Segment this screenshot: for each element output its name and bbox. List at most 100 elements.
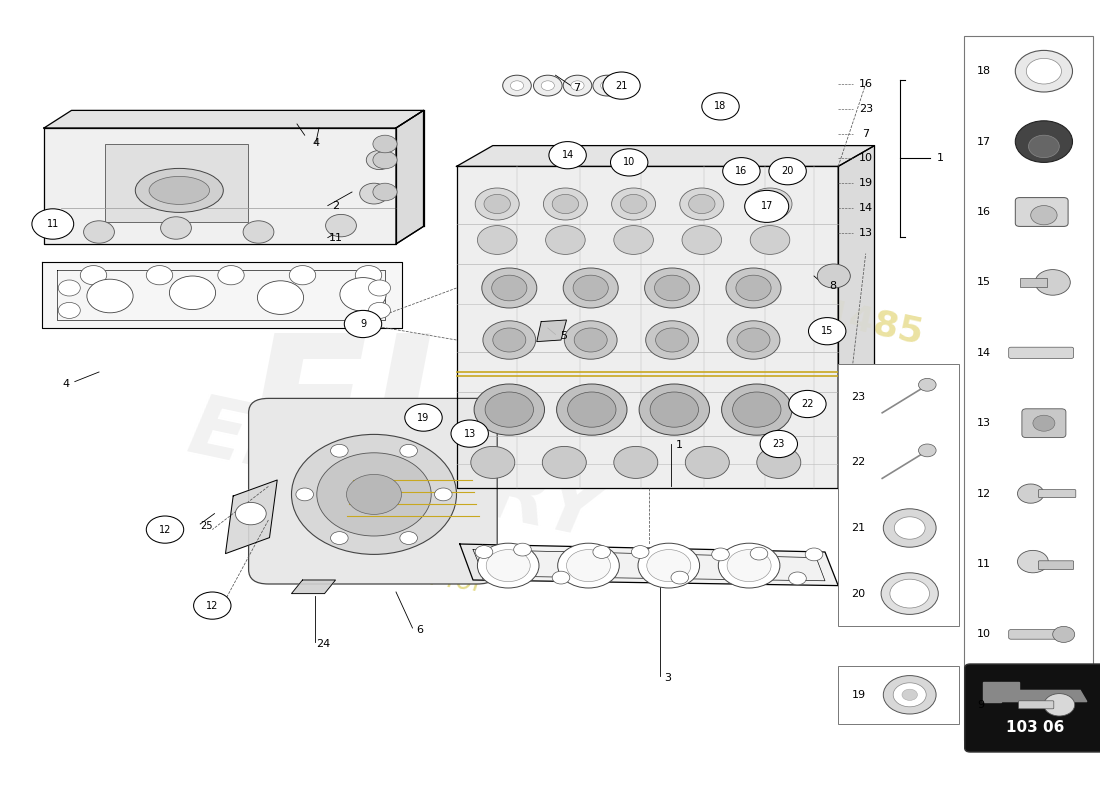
Text: 24: 24 — [317, 639, 330, 649]
Polygon shape — [1001, 682, 1019, 690]
Circle shape — [654, 275, 690, 301]
FancyBboxPatch shape — [1022, 409, 1066, 438]
Circle shape — [368, 280, 390, 296]
Circle shape — [32, 209, 74, 239]
Circle shape — [493, 328, 526, 352]
Text: 12: 12 — [977, 489, 991, 498]
Circle shape — [218, 266, 244, 285]
Circle shape — [510, 81, 524, 90]
Text: 23: 23 — [772, 439, 785, 449]
Circle shape — [757, 446, 801, 478]
Polygon shape — [983, 682, 1001, 702]
Circle shape — [400, 532, 418, 545]
Circle shape — [486, 550, 530, 582]
Circle shape — [702, 93, 739, 120]
Circle shape — [685, 446, 729, 478]
Circle shape — [748, 188, 792, 220]
FancyBboxPatch shape — [838, 364, 959, 626]
Circle shape — [161, 217, 191, 239]
Text: 11: 11 — [46, 219, 59, 229]
Circle shape — [368, 302, 390, 318]
Text: 16: 16 — [735, 166, 748, 176]
Text: 6: 6 — [417, 625, 424, 634]
Circle shape — [485, 392, 534, 427]
Circle shape — [671, 571, 689, 584]
Circle shape — [1015, 121, 1072, 162]
Circle shape — [1035, 270, 1070, 295]
Polygon shape — [983, 690, 1087, 702]
Circle shape — [918, 444, 936, 457]
Circle shape — [557, 384, 627, 435]
Text: 18: 18 — [714, 102, 727, 111]
Text: 21: 21 — [615, 81, 628, 90]
Text: 9: 9 — [977, 700, 983, 710]
Circle shape — [890, 579, 930, 608]
Polygon shape — [396, 110, 424, 244]
Circle shape — [373, 135, 397, 153]
Circle shape — [355, 266, 382, 285]
Text: ELUXURY: ELUXURY — [182, 389, 610, 555]
Circle shape — [631, 546, 649, 558]
Polygon shape — [838, 146, 875, 516]
Text: 16: 16 — [859, 79, 872, 89]
Circle shape — [639, 384, 710, 435]
Circle shape — [471, 446, 515, 478]
Text: 18: 18 — [977, 66, 991, 76]
Text: 1: 1 — [937, 154, 944, 163]
Circle shape — [883, 675, 936, 714]
Circle shape — [330, 532, 348, 545]
FancyBboxPatch shape — [1015, 198, 1068, 226]
Circle shape — [918, 378, 936, 391]
Circle shape — [1018, 550, 1048, 573]
Circle shape — [647, 550, 691, 582]
Circle shape — [614, 446, 658, 478]
Circle shape — [451, 420, 488, 447]
Circle shape — [650, 392, 699, 427]
Polygon shape — [44, 128, 396, 244]
Text: 12: 12 — [206, 601, 219, 610]
Circle shape — [484, 194, 510, 214]
Circle shape — [492, 275, 527, 301]
Text: 13: 13 — [463, 429, 476, 438]
Circle shape — [84, 221, 114, 243]
Text: 17: 17 — [760, 202, 773, 211]
Text: 103 06: 103 06 — [1005, 721, 1065, 735]
Text: 23: 23 — [859, 104, 872, 114]
Text: 13: 13 — [859, 228, 872, 238]
Text: 14: 14 — [859, 203, 872, 213]
Circle shape — [808, 318, 846, 345]
Circle shape — [340, 278, 386, 311]
Text: 1: 1 — [676, 440, 683, 450]
Circle shape — [257, 281, 304, 314]
Circle shape — [573, 275, 608, 301]
FancyBboxPatch shape — [965, 664, 1100, 752]
Circle shape — [789, 390, 826, 418]
Circle shape — [733, 392, 781, 427]
Circle shape — [727, 550, 771, 582]
Circle shape — [593, 75, 622, 96]
Circle shape — [893, 682, 926, 707]
Circle shape — [58, 302, 80, 318]
Circle shape — [146, 516, 184, 543]
FancyBboxPatch shape — [964, 36, 1093, 740]
Circle shape — [503, 75, 531, 96]
Text: 22: 22 — [851, 458, 866, 467]
Circle shape — [718, 543, 780, 588]
FancyBboxPatch shape — [104, 144, 248, 222]
Polygon shape — [537, 320, 566, 342]
Text: 25: 25 — [200, 522, 213, 531]
Circle shape — [434, 488, 452, 501]
Circle shape — [360, 183, 388, 204]
Text: 17: 17 — [977, 137, 991, 146]
Text: 2: 2 — [332, 201, 339, 210]
Text: 5: 5 — [560, 331, 566, 341]
Text: 10: 10 — [977, 630, 991, 639]
Circle shape — [745, 190, 789, 222]
Circle shape — [552, 571, 570, 584]
Circle shape — [563, 75, 592, 96]
FancyBboxPatch shape — [1009, 347, 1074, 358]
Circle shape — [296, 488, 314, 501]
Circle shape — [689, 194, 715, 214]
Circle shape — [601, 81, 614, 90]
Circle shape — [1018, 484, 1044, 503]
